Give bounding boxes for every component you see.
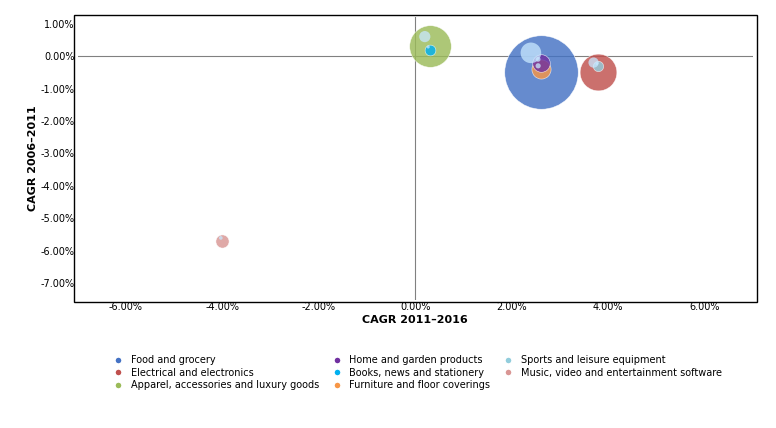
Point <box>422 44 435 51</box>
Legend: Food and grocery, Electrical and electronics, Apparel, accessories and luxury go: Food and grocery, Electrical and electro… <box>109 355 722 390</box>
Point <box>535 65 547 72</box>
Point <box>592 62 605 69</box>
Y-axis label: CAGR 2006–2011: CAGR 2006–2011 <box>28 106 38 211</box>
Point <box>587 59 600 66</box>
Point <box>592 69 605 76</box>
Point <box>424 43 436 50</box>
Point <box>216 238 228 244</box>
Point <box>591 60 603 67</box>
Point <box>525 49 537 56</box>
Point <box>532 56 544 63</box>
X-axis label: CAGR 2011–2016: CAGR 2011–2016 <box>362 315 468 325</box>
Point <box>424 46 436 53</box>
Point <box>532 62 544 69</box>
Point <box>418 33 431 40</box>
Point <box>535 59 547 66</box>
Point <box>215 235 227 241</box>
Point <box>535 69 547 76</box>
